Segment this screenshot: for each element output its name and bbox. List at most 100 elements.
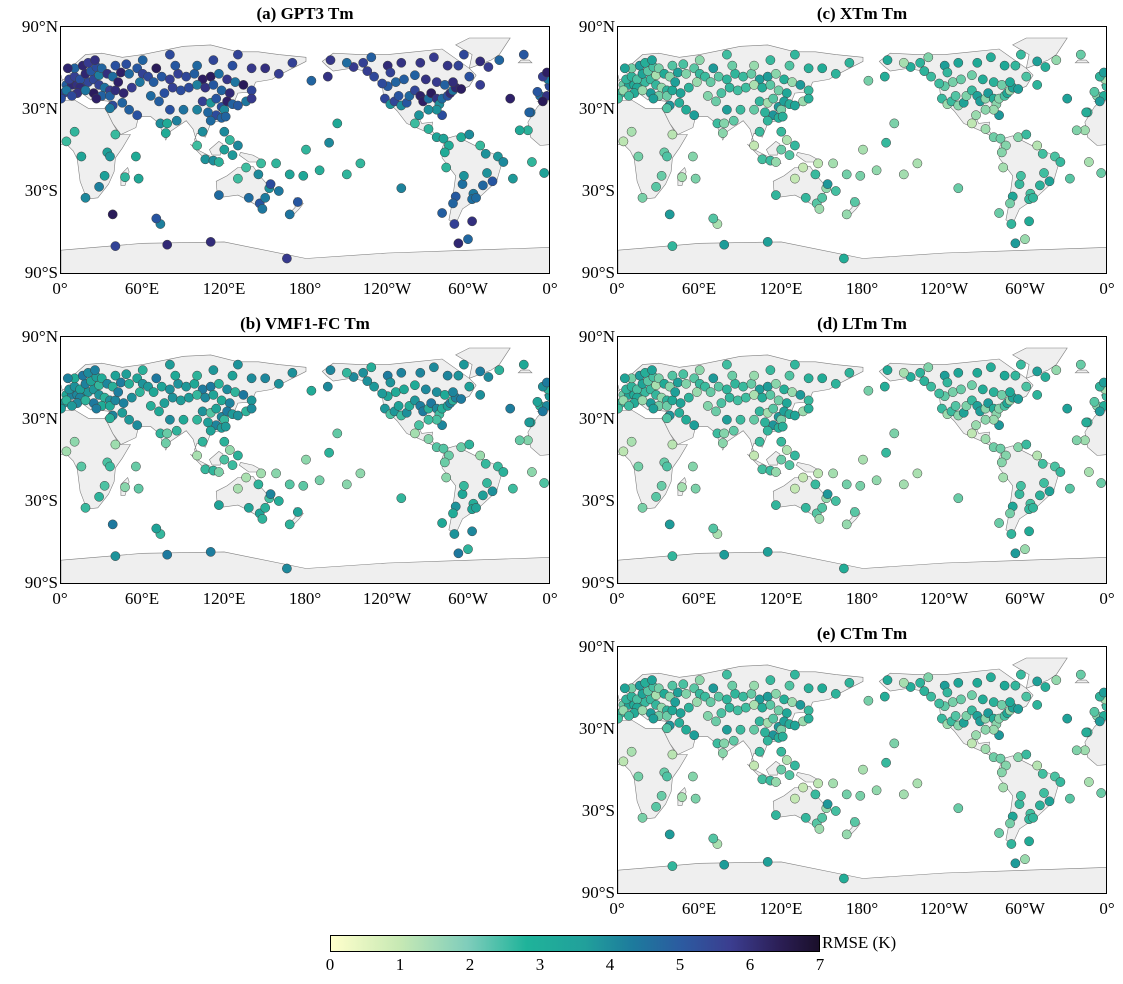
- station-marker: [678, 59, 689, 70]
- station-marker: [771, 157, 781, 167]
- station-marker: [459, 480, 469, 491]
- station-marker: [841, 479, 852, 490]
- station-marker: [121, 369, 132, 380]
- station-marker: [457, 179, 468, 189]
- station-marker: [208, 390, 219, 400]
- station-marker: [1080, 745, 1090, 756]
- station-marker: [998, 472, 1009, 483]
- station-marker: [713, 381, 724, 392]
- station-marker: [762, 71, 773, 82]
- station-marker: [175, 85, 186, 96]
- longitude-label: 180°: [288, 589, 322, 608]
- world-map: [617, 646, 1107, 894]
- station-marker: [438, 133, 449, 144]
- station-marker: [99, 170, 110, 181]
- landmass-africa: [1084, 410, 1106, 456]
- station-marker: [230, 387, 241, 397]
- station-marker: [467, 216, 477, 227]
- station-marker: [667, 705, 678, 716]
- station-marker: [800, 502, 811, 513]
- station-marker: [1028, 502, 1038, 513]
- station-marker: [1021, 749, 1032, 760]
- station-marker: [1005, 77, 1015, 87]
- landmass-greenland: [1012, 37, 1068, 69]
- longitude-label: 60°E: [124, 589, 160, 608]
- station-marker: [478, 180, 488, 191]
- station-marker: [950, 91, 961, 101]
- landmass-antarctica: [618, 241, 1106, 273]
- station-marker: [830, 806, 841, 816]
- latitude-label: 30°N: [21, 99, 58, 118]
- station-marker: [532, 396, 543, 407]
- station-marker: [482, 478, 492, 488]
- station-marker: [633, 151, 644, 162]
- station-marker: [898, 479, 909, 490]
- station-marker: [776, 126, 787, 137]
- station-marker: [762, 425, 773, 436]
- station-marker: [618, 93, 623, 104]
- station-marker: [131, 151, 141, 162]
- station-marker: [1010, 548, 1021, 559]
- station-marker: [148, 77, 159, 87]
- station-marker: [145, 91, 156, 101]
- station-marker: [768, 403, 779, 414]
- longitude-label: 60°W: [1005, 279, 1045, 298]
- longitude-label: 120°W: [362, 589, 412, 608]
- station-marker: [165, 359, 175, 370]
- station-marker: [306, 385, 317, 396]
- latitude-label: 30°N: [578, 409, 615, 428]
- station-marker: [1010, 680, 1021, 691]
- station-marker: [781, 88, 792, 98]
- station-marker: [1084, 777, 1094, 787]
- station-marker: [167, 392, 178, 403]
- latitude-label: 30°S: [581, 491, 615, 510]
- station-marker: [192, 104, 202, 115]
- station-marker: [165, 49, 175, 60]
- station-marker: [771, 688, 781, 699]
- panel-title: (a) GPT3 Tm: [256, 4, 354, 23]
- station-marker: [844, 677, 855, 688]
- station-marker: [527, 157, 537, 167]
- station-marker: [705, 697, 716, 707]
- station-marker: [667, 439, 678, 450]
- station-marker: [224, 398, 235, 408]
- station-marker: [647, 675, 657, 685]
- station-marker: [1005, 198, 1015, 209]
- station-marker: [995, 753, 1006, 764]
- station-marker: [1035, 800, 1045, 811]
- station-marker: [784, 680, 795, 691]
- station-marker: [227, 370, 238, 381]
- station-marker: [694, 55, 705, 65]
- station-marker: [1065, 173, 1075, 184]
- station-marker: [765, 700, 776, 710]
- station-marker: [803, 683, 814, 694]
- station-marker: [762, 547, 773, 557]
- station-marker: [246, 85, 257, 96]
- station-marker: [722, 104, 732, 115]
- station-marker: [61, 93, 66, 104]
- station-marker: [762, 691, 773, 702]
- station-marker: [732, 705, 743, 716]
- landmass-antarctica: [618, 551, 1106, 583]
- station-marker: [423, 104, 434, 115]
- station-marker: [996, 767, 1007, 778]
- station-marker: [355, 468, 366, 479]
- station-marker: [148, 387, 159, 397]
- station-marker: [527, 467, 537, 477]
- station-marker: [124, 414, 134, 425]
- landmass-africa: [1084, 100, 1106, 146]
- station-marker: [728, 735, 739, 746]
- station-marker: [399, 384, 409, 395]
- station-marker: [227, 150, 238, 160]
- station-marker: [192, 450, 202, 461]
- station-marker: [1040, 682, 1051, 692]
- station-marker: [62, 63, 73, 74]
- station-marker: [271, 158, 281, 169]
- station-marker: [798, 782, 808, 793]
- station-marker: [810, 789, 821, 800]
- station-marker: [999, 60, 1010, 71]
- station-marker: [246, 63, 257, 74]
- landmass-uk: [618, 694, 620, 702]
- station-marker: [690, 173, 701, 184]
- station-marker: [771, 190, 781, 200]
